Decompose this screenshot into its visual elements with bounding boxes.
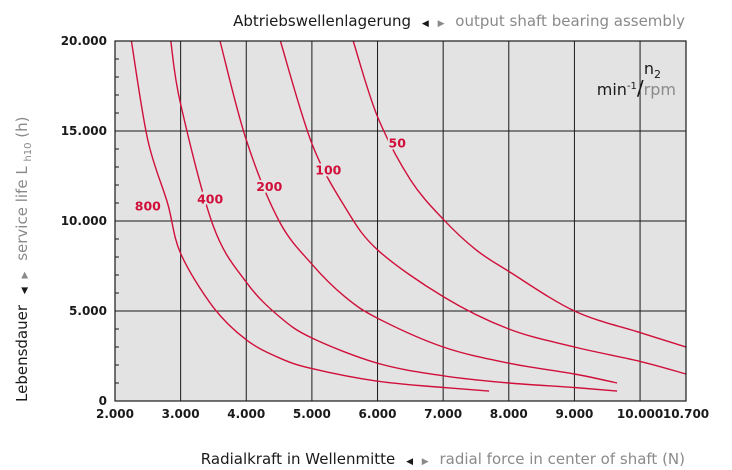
y-tick-label: 15.000: [61, 124, 107, 138]
legend-symbol-n: n: [644, 59, 654, 78]
legend-unit-min: min: [597, 80, 627, 99]
chart-title-de: Abtriebswellenlagerung: [233, 12, 411, 30]
legend-symbol-sub: 2: [654, 68, 661, 81]
x-tick-label: 6.000: [359, 407, 397, 421]
title-arrow-left: ◀: [422, 19, 429, 29]
legend-unit-sep: /: [637, 76, 644, 100]
ylabel-arrow-right: ▶: [20, 272, 30, 279]
curve-label-800: 800: [135, 199, 161, 214]
curve-n2-50: [352, 40, 687, 348]
curve-label-200: 200: [256, 179, 282, 194]
x-tick-label: 5.000: [293, 407, 331, 421]
x-axis-label-de: Radialkraft in Wellenmitte: [201, 450, 396, 468]
x-tick-label: 9.000: [555, 407, 593, 421]
curves: [130, 40, 687, 392]
x-tick-label: 10.000: [617, 407, 663, 421]
y-tick-label: 0: [99, 394, 107, 408]
legend-unit: min-1/rpm: [597, 76, 676, 100]
x-axis-label-en: radial force in center of shaft (N): [439, 450, 685, 468]
xlabel-arrow-left: ◀: [406, 457, 413, 467]
curve-n2-100: [279, 40, 687, 375]
x-tick-label: 7.000: [424, 407, 462, 421]
legend-unit-sup: -1: [627, 81, 637, 92]
x-tick-label: 10.700: [663, 407, 709, 421]
title-arrow-right: ▶: [438, 19, 445, 29]
y-axis-label-de: Lebensdauer: [13, 304, 31, 402]
x-axis-label: Radialkraft in Wellenmitte ◀ ▶ radial fo…: [201, 450, 685, 468]
y-axis-label-en-sub: h10: [23, 142, 34, 161]
chart-title-en: output shaft bearing assembly: [455, 12, 685, 30]
ylabel-arrow-left: ◀: [20, 287, 30, 294]
x-tick-labels: 2.000 3.000 4.000 5.000 6.000 7.000 8.000 9.000…: [96, 407, 709, 421]
x-tick-label: 8.000: [490, 407, 528, 421]
x-tick-label: 3.000: [162, 407, 200, 421]
legend-symbol: n2: [644, 59, 661, 81]
y-tick-label: 5.000: [69, 304, 107, 318]
legend-unit-rpm: rpm: [644, 80, 676, 99]
y-axis-label: Lebensdauer ◀ ▶ service life L h10 (h): [13, 116, 35, 402]
curve-label-400: 400: [197, 191, 223, 206]
curve-n2-200: [219, 40, 618, 384]
x-tick-label: 2.000: [96, 407, 134, 421]
curve-labels: 800 400 200 100 50: [133, 134, 408, 216]
y-tick-label: 20.000: [61, 34, 107, 48]
xlabel-arrow-right: ▶: [422, 457, 429, 467]
chart-title: Abtriebswellenlagerung ◀ ▶ output shaft …: [233, 12, 685, 30]
curve-n2-800: [130, 40, 490, 392]
y-axis-label-en-unit: (h): [13, 116, 31, 137]
curve-n2-400: [170, 40, 618, 392]
y-axis-label-en: service life L: [13, 166, 31, 261]
x-tick-label: 4.000: [227, 407, 265, 421]
plot-border: [114, 40, 687, 402]
curve-label-50: 50: [389, 136, 407, 151]
y-tick-labels: 0 5.000 10.000 15.000 20.000: [61, 34, 107, 408]
curve-label-100: 100: [315, 163, 341, 178]
grid: [115, 40, 686, 402]
y-tick-label: 10.000: [61, 214, 107, 228]
